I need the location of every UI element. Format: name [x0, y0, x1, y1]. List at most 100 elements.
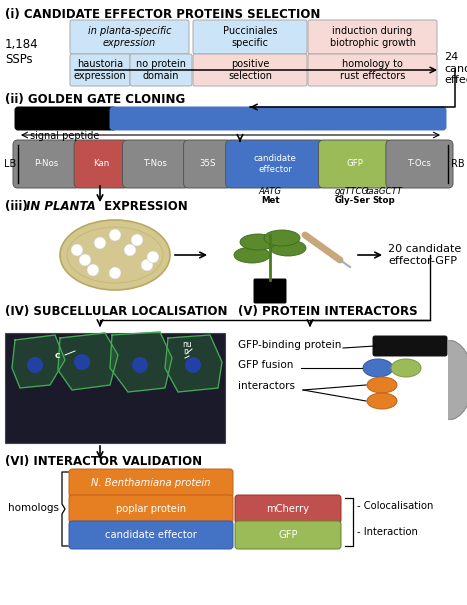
- Ellipse shape: [60, 220, 170, 290]
- FancyBboxPatch shape: [308, 20, 437, 54]
- Text: T-Nos: T-Nos: [144, 160, 168, 169]
- FancyBboxPatch shape: [193, 54, 307, 86]
- Text: - Colocalisation: - Colocalisation: [357, 501, 433, 511]
- Text: poplar protein: poplar protein: [116, 504, 186, 514]
- FancyBboxPatch shape: [184, 140, 232, 188]
- Circle shape: [109, 267, 121, 279]
- Ellipse shape: [270, 240, 306, 256]
- Circle shape: [74, 354, 90, 370]
- Text: - Interaction: - Interaction: [357, 527, 418, 537]
- Text: GFP fusion: GFP fusion: [238, 360, 293, 370]
- Circle shape: [131, 234, 143, 246]
- Text: N. Benthamiana protein: N. Benthamiana protein: [91, 478, 211, 488]
- FancyBboxPatch shape: [5, 333, 225, 443]
- Text: nu: nu: [182, 340, 192, 349]
- Text: 24
candidate
effectors: 24 candidate effectors: [444, 52, 467, 85]
- Ellipse shape: [234, 247, 270, 263]
- Circle shape: [109, 229, 121, 241]
- Circle shape: [27, 357, 43, 373]
- Text: T-Ocs: T-Ocs: [408, 160, 432, 169]
- Text: mCherry: mCherry: [267, 504, 310, 514]
- FancyBboxPatch shape: [69, 495, 233, 523]
- Text: in planta-specific
expression: in planta-specific expression: [88, 26, 171, 48]
- Text: no protein
domain: no protein domain: [136, 59, 186, 81]
- Text: c: c: [55, 351, 60, 360]
- Text: LB: LB: [4, 159, 16, 169]
- Circle shape: [132, 357, 148, 373]
- FancyBboxPatch shape: [13, 140, 80, 188]
- Text: 20 candidate
effector-GFP: 20 candidate effector-GFP: [388, 244, 461, 266]
- Text: GFP: GFP: [278, 530, 298, 540]
- Text: homologs: homologs: [8, 503, 59, 513]
- Ellipse shape: [391, 359, 421, 377]
- Text: induction during
biotrophic growth: induction during biotrophic growth: [330, 26, 416, 48]
- Text: GFP-binding protein: GFP-binding protein: [238, 340, 341, 350]
- Ellipse shape: [264, 230, 300, 246]
- Text: Met: Met: [261, 196, 279, 205]
- Text: P-Nos: P-Nos: [35, 160, 59, 169]
- FancyBboxPatch shape: [15, 107, 116, 130]
- FancyBboxPatch shape: [130, 54, 192, 86]
- Text: taaGCTT: taaGCTT: [366, 187, 403, 196]
- FancyBboxPatch shape: [235, 495, 341, 523]
- Circle shape: [71, 244, 83, 256]
- FancyBboxPatch shape: [70, 20, 189, 54]
- Text: GFP: GFP: [347, 160, 364, 169]
- Polygon shape: [12, 335, 65, 388]
- Text: RB: RB: [451, 159, 465, 169]
- Text: 1,184
SSPs: 1,184 SSPs: [5, 38, 39, 66]
- Text: positive
selection: positive selection: [228, 59, 272, 81]
- Text: (VI) INTERACTOR VALIDATION: (VI) INTERACTOR VALIDATION: [5, 455, 202, 468]
- Circle shape: [124, 244, 136, 256]
- Text: (IV) SUBCELLULAR LOCALISATION: (IV) SUBCELLULAR LOCALISATION: [5, 305, 227, 318]
- Text: Stop: Stop: [373, 196, 396, 205]
- Text: candidate effector: candidate effector: [105, 530, 197, 540]
- Text: 35S: 35S: [199, 160, 216, 169]
- Text: interactors: interactors: [238, 381, 295, 391]
- Text: Kan: Kan: [93, 160, 109, 169]
- Ellipse shape: [367, 377, 397, 393]
- FancyBboxPatch shape: [70, 54, 130, 86]
- Text: ggTTCG: ggTTCG: [335, 187, 369, 196]
- Circle shape: [87, 264, 99, 276]
- FancyBboxPatch shape: [318, 140, 392, 188]
- Circle shape: [147, 251, 159, 263]
- FancyBboxPatch shape: [74, 140, 128, 188]
- FancyBboxPatch shape: [308, 54, 437, 86]
- Text: AATG: AATG: [259, 187, 282, 196]
- Text: signal peptide: signal peptide: [30, 131, 99, 141]
- Text: Pucciniales
specific: Pucciniales specific: [223, 26, 277, 48]
- Text: n: n: [183, 347, 188, 356]
- FancyBboxPatch shape: [386, 140, 453, 188]
- Ellipse shape: [240, 234, 276, 250]
- FancyBboxPatch shape: [235, 521, 341, 549]
- FancyBboxPatch shape: [69, 521, 233, 549]
- Text: (ii) GOLDEN GATE CLONING: (ii) GOLDEN GATE CLONING: [5, 93, 185, 106]
- FancyBboxPatch shape: [122, 140, 190, 188]
- Text: Gly-Ser: Gly-Ser: [334, 196, 370, 205]
- Text: (i) CANDIDATE EFFECTOR PROTEINS SELECTION: (i) CANDIDATE EFFECTOR PROTEINS SELECTIO…: [5, 8, 320, 21]
- FancyBboxPatch shape: [193, 20, 307, 54]
- Text: homology to
rust effectors: homology to rust effectors: [340, 59, 405, 81]
- FancyBboxPatch shape: [69, 469, 233, 497]
- Ellipse shape: [367, 393, 397, 409]
- Polygon shape: [110, 332, 172, 392]
- FancyBboxPatch shape: [254, 279, 286, 303]
- FancyBboxPatch shape: [110, 107, 446, 130]
- Text: EXPRESSION: EXPRESSION: [100, 200, 188, 213]
- Circle shape: [185, 357, 201, 373]
- Ellipse shape: [363, 359, 393, 377]
- Text: (iii): (iii): [5, 200, 32, 213]
- Polygon shape: [58, 333, 118, 390]
- Text: (V) PROTEIN INTERACTORS: (V) PROTEIN INTERACTORS: [238, 305, 417, 318]
- Text: haustoria
expression: haustoria expression: [74, 59, 127, 81]
- Text: IN PLANTA: IN PLANTA: [26, 200, 96, 213]
- Polygon shape: [165, 335, 222, 392]
- FancyBboxPatch shape: [226, 140, 325, 188]
- Text: candidate
effector: candidate effector: [254, 154, 297, 174]
- Ellipse shape: [67, 227, 163, 283]
- Ellipse shape: [423, 340, 467, 420]
- Circle shape: [141, 259, 153, 271]
- FancyBboxPatch shape: [373, 336, 447, 356]
- Circle shape: [94, 237, 106, 249]
